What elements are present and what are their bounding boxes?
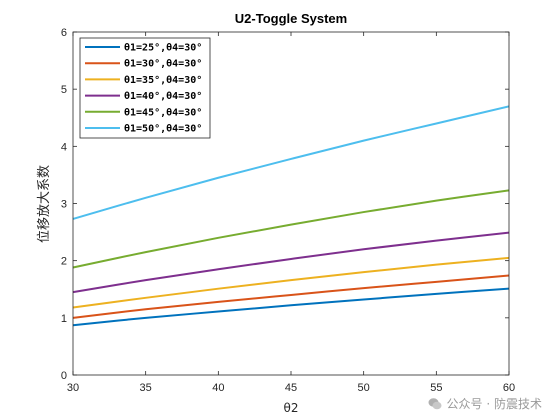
y-tick-label: 3 bbox=[61, 199, 67, 211]
series-line-6 bbox=[72, 105, 510, 220]
series-lines bbox=[72, 105, 510, 327]
legend-label-1: θ1=25°,θ4=30° bbox=[124, 43, 202, 54]
plot-frame bbox=[72, 31, 510, 376]
watermark-text: 公众号 · 防震技术 bbox=[446, 397, 542, 411]
y-tick-label: 0 bbox=[61, 370, 67, 382]
y-tick-label: 6 bbox=[61, 27, 67, 39]
legend-label-2: θ1=30°,θ4=30° bbox=[124, 59, 202, 70]
series-line-3 bbox=[72, 256, 510, 309]
x-axis: 30 35 40 45 50 55 60 bbox=[67, 32, 515, 394]
x-tick-label: 55 bbox=[430, 382, 442, 394]
series-line-5 bbox=[72, 189, 510, 269]
x-axis-label: θ2 bbox=[284, 401, 299, 415]
legend-label-5: θ1=45°,θ4=30° bbox=[124, 107, 202, 118]
x-tick-label: 60 bbox=[503, 382, 515, 394]
x-tick-label: 45 bbox=[285, 382, 297, 394]
y-tick-label: 1 bbox=[61, 313, 67, 325]
legend-label-4: θ1=40°,θ4=30° bbox=[124, 91, 202, 102]
y-tick-label: 2 bbox=[61, 256, 67, 268]
x-tick-label: 40 bbox=[212, 382, 224, 394]
y-tick-label: 4 bbox=[61, 141, 67, 153]
series-line-4 bbox=[72, 231, 510, 294]
legend-box bbox=[79, 37, 211, 139]
legend-label-6: θ1=50°,θ4=30° bbox=[124, 124, 202, 135]
chart-title: U2-Toggle System bbox=[235, 11, 347, 26]
series-line-1 bbox=[72, 287, 510, 327]
y-axis-label: 位移放大系数 bbox=[37, 165, 52, 243]
x-tick-label: 35 bbox=[140, 382, 152, 394]
x-tick-label: 50 bbox=[358, 382, 370, 394]
series-line-2 bbox=[72, 274, 510, 319]
legend: θ1=25°,θ4=30° θ1=30°,θ4=30° θ1=35°,θ4=30° θ… bbox=[79, 37, 211, 139]
legend-label-3: θ1=35°,θ4=30° bbox=[124, 75, 202, 86]
watermark: 公众号 · 防震技术 bbox=[428, 395, 542, 412]
wechat-icon bbox=[428, 397, 442, 409]
x-tick-label: 30 bbox=[67, 382, 79, 394]
y-tick-label: 5 bbox=[61, 84, 67, 96]
